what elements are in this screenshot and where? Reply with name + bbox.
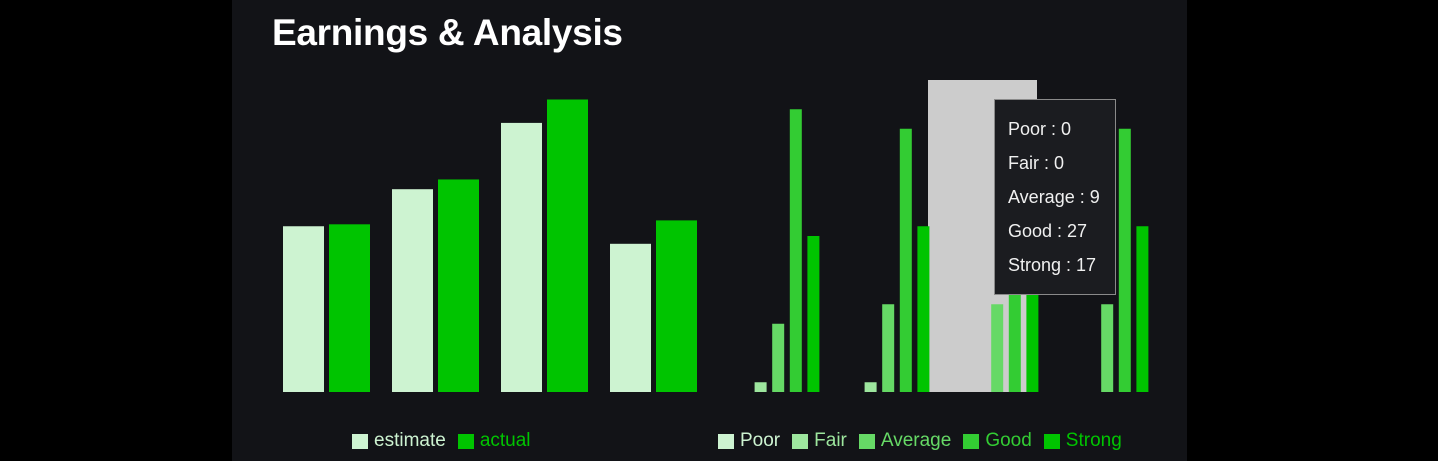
legend-label-good: Good	[985, 430, 1032, 451]
legend-swatch-strong	[1043, 433, 1060, 449]
legend-label-average: Average	[880, 430, 952, 451]
legend-label-fair: Fair	[814, 430, 847, 451]
legend-swatch-poor	[718, 433, 734, 449]
bar-estimate-1[interactable]	[283, 226, 324, 392]
bar-actual-4[interactable]	[656, 220, 697, 392]
legend-swatch-good	[963, 433, 980, 449]
analysis-legend: Poor Fair Average Good Strong	[718, 430, 1122, 452]
bar-actual-2[interactable]	[438, 179, 479, 392]
legend-item-fair[interactable]: Fair	[792, 430, 847, 452]
legend-swatch-fair	[792, 433, 809, 449]
legend-item-average[interactable]: Average	[858, 430, 952, 452]
bar-strong-4[interactable]	[1136, 226, 1149, 392]
bar-actual-3[interactable]	[547, 99, 588, 393]
tooltip-row-poor: Poor : 0	[1008, 119, 1072, 139]
legend-label-estimate: estimate	[374, 430, 446, 451]
bar-actual-1[interactable]	[329, 224, 370, 392]
bar-good-2[interactable]	[899, 128, 912, 392]
legend-item-estimate[interactable]: estimate	[352, 430, 446, 452]
legend-item-poor[interactable]: Poor	[718, 430, 780, 452]
panel-title: Earnings & Analysis	[272, 12, 623, 53]
bar-good-4[interactable]	[1118, 128, 1131, 392]
bar-average-3[interactable]	[991, 304, 1004, 392]
bar-average-2[interactable]	[882, 304, 895, 392]
legend-swatch-average	[858, 433, 875, 449]
legend-item-good[interactable]: Good	[963, 430, 1032, 452]
bar-estimate-2[interactable]	[392, 189, 433, 392]
legend-swatch-estimate	[352, 433, 368, 449]
legend-item-actual[interactable]: actual	[457, 430, 531, 452]
bar-strong-1[interactable]	[807, 236, 820, 392]
legend-swatch-actual	[457, 433, 474, 449]
earnings-legend: estimate actual	[352, 430, 531, 452]
legend-item-strong[interactable]: Strong	[1043, 430, 1122, 452]
earnings-analysis-panel: Earnings & Analysis estimate actual Poor…	[232, 0, 1187, 461]
tooltip-row-average: Average : 9	[1008, 187, 1100, 207]
tooltip-row-fair: Fair : 0	[1008, 153, 1065, 173]
bar-fair-1[interactable]	[754, 382, 767, 392]
bar-good-1[interactable]	[789, 109, 802, 392]
bar-average-1[interactable]	[772, 323, 785, 392]
legend-label-poor: Poor	[740, 430, 781, 451]
tooltip-row-good: Good : 27	[1008, 221, 1088, 241]
chart-tooltip: Poor : 0 Fair : 0 Average : 9 Good : 27 …	[994, 99, 1116, 295]
bar-strong-2[interactable]	[917, 226, 930, 392]
tooltip-row-strong: Strong : 17	[1008, 255, 1097, 275]
bar-estimate-4[interactable]	[610, 243, 651, 392]
bar-fair-2[interactable]	[864, 382, 877, 392]
legend-label-strong: Strong	[1065, 430, 1122, 451]
legend-label-actual: actual	[479, 430, 531, 451]
bar-average-4[interactable]	[1101, 304, 1114, 392]
bar-estimate-3[interactable]	[501, 122, 542, 393]
earnings-analysis-chart	[283, 80, 1149, 393]
